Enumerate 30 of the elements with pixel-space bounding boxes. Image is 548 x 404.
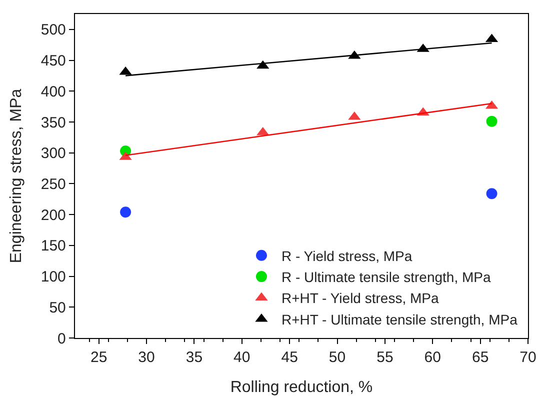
point — [486, 116, 498, 127]
x-tick-label: 60 — [424, 349, 441, 366]
x-axis-title: Rolling reduction, % — [230, 378, 373, 396]
y-tick-label: 450 — [40, 52, 66, 70]
y-axis-title: Engineering stress, MPa — [8, 88, 25, 264]
y-tick-label: 100 — [40, 268, 66, 286]
x-tick-label: 55 — [376, 349, 394, 366]
x-tick-label: 70 — [520, 349, 536, 366]
x-tick-label: 25 — [90, 349, 108, 366]
y-tick-label: 400 — [40, 83, 66, 100]
y-tick-label: 150 — [40, 238, 66, 255]
x-tick-label: 30 — [138, 349, 155, 366]
legend-label: R+HT - Ultimate tensile strength, MPa — [281, 311, 518, 328]
x-tick-label: 35 — [186, 349, 203, 366]
y-tick-label: 250 — [40, 176, 66, 193]
y-tick-label: 350 — [40, 114, 66, 132]
x-tick-label: 50 — [328, 349, 346, 366]
legend-label: R - Yield stress, MPa — [281, 248, 412, 264]
x-tick-label: 40 — [234, 349, 250, 366]
y-tick-label: 50 — [49, 299, 66, 316]
legend-label: R+HT - Yield stress, MPa — [281, 290, 439, 306]
y-tick-label: 300 — [40, 145, 66, 162]
y-tick-label: 200 — [40, 206, 66, 224]
x-tick-label: 45 — [281, 349, 298, 366]
y-tick-label: 0 — [58, 330, 66, 348]
y-tick-label: 500 — [40, 22, 66, 39]
point — [486, 188, 498, 200]
x-tick-label: 65 — [472, 349, 489, 366]
legend-label: R - Ultimate tensile strength, MPa — [281, 269, 491, 286]
point — [120, 206, 132, 218]
